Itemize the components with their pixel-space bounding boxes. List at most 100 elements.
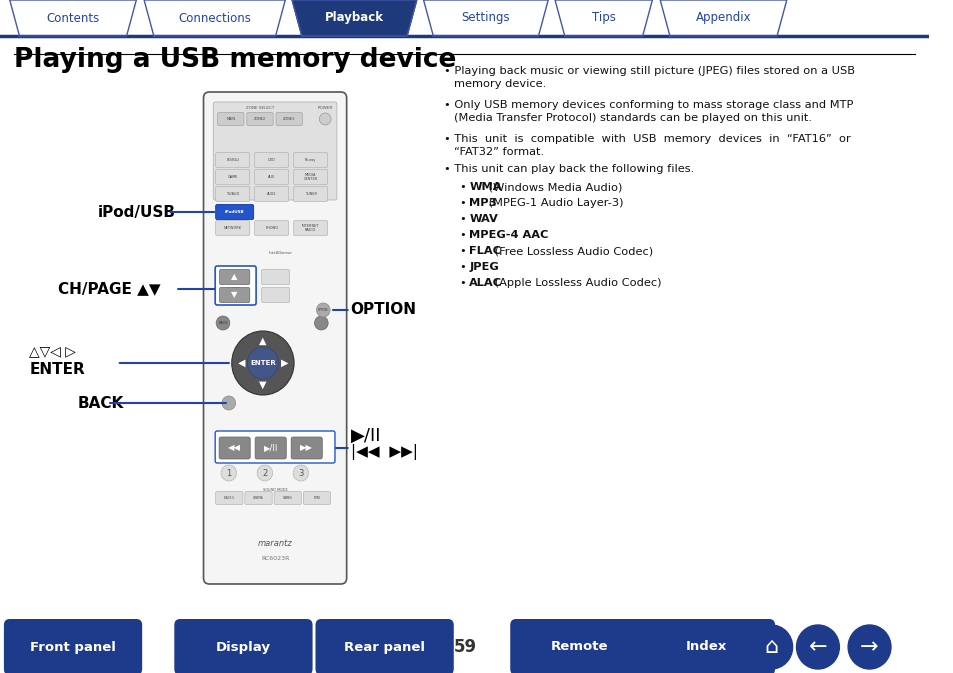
Text: memory device.: memory device. <box>454 79 545 89</box>
Text: •: • <box>459 230 470 240</box>
FancyBboxPatch shape <box>219 269 250 285</box>
Text: Remote: Remote <box>550 641 607 653</box>
Circle shape <box>216 316 230 330</box>
Text: ENTER: ENTER <box>30 361 85 376</box>
FancyBboxPatch shape <box>215 266 255 305</box>
Text: MEDIA
CENTER: MEDIA CENTER <box>303 173 317 181</box>
Text: ▶: ▶ <box>280 358 288 368</box>
Circle shape <box>247 347 278 379</box>
Text: Playing a USB memory device: Playing a USB memory device <box>13 47 456 73</box>
FancyBboxPatch shape <box>215 205 253 219</box>
Text: MP3: MP3 <box>469 198 497 208</box>
FancyBboxPatch shape <box>213 102 336 200</box>
Text: SOUND MODE: SOUND MODE <box>262 488 287 492</box>
Text: Playback: Playback <box>325 11 383 24</box>
Text: POWER: POWER <box>317 106 333 110</box>
Text: |◀◀  ▶▶|: |◀◀ ▶▶| <box>350 444 417 460</box>
Text: ▲: ▲ <box>232 273 237 281</box>
Circle shape <box>222 396 235 410</box>
Text: (Apple Lossless Audio Codec): (Apple Lossless Audio Codec) <box>490 278 660 288</box>
Text: 2: 2 <box>262 468 267 478</box>
Text: ▶/II: ▶/II <box>263 444 277 452</box>
Text: Connections: Connections <box>178 11 251 24</box>
FancyBboxPatch shape <box>274 491 301 505</box>
Text: ZONE SELECT: ZONE SELECT <box>246 106 274 110</box>
Text: ←: ← <box>808 637 826 657</box>
FancyBboxPatch shape <box>215 153 250 168</box>
Text: (Media Transfer Protocol) standards can be played on this unit.: (Media Transfer Protocol) standards can … <box>454 113 811 123</box>
Text: (MPEG-1 Audio Layer-3): (MPEG-1 Audio Layer-3) <box>485 198 623 208</box>
FancyBboxPatch shape <box>254 437 286 459</box>
Text: →: → <box>860 637 878 657</box>
Polygon shape <box>423 0 548 36</box>
Text: • Only USB memory devices conforming to mass storage class and MTP: • Only USB memory devices conforming to … <box>443 100 853 110</box>
Text: GAMES: GAMES <box>282 496 293 500</box>
Text: TUNER: TUNER <box>304 192 316 196</box>
Text: WAV: WAV <box>469 214 497 224</box>
Text: BACK: BACK <box>218 321 228 325</box>
FancyBboxPatch shape <box>510 619 648 673</box>
Text: • This  unit  is  compatible  with  USB  memory  devices  in  “FAT16”  or: • This unit is compatible with USB memor… <box>443 134 850 144</box>
Text: Contents: Contents <box>47 11 99 24</box>
Text: ▼: ▼ <box>232 291 237 299</box>
FancyBboxPatch shape <box>294 186 327 201</box>
Text: DVD: DVD <box>268 158 275 162</box>
Text: ◀: ◀ <box>237 358 245 368</box>
Text: CINEMA: CINEMA <box>253 496 264 500</box>
Text: Display: Display <box>215 641 271 653</box>
FancyBboxPatch shape <box>254 170 289 184</box>
Circle shape <box>232 331 294 395</box>
Text: “FAT32” format.: “FAT32” format. <box>454 147 543 157</box>
FancyBboxPatch shape <box>174 619 313 673</box>
Text: •: • <box>459 198 470 208</box>
Text: iPodUSB: iPodUSB <box>225 210 244 214</box>
Text: •: • <box>459 262 470 272</box>
Circle shape <box>319 113 331 125</box>
Text: INTERNET
RADIO: INTERNET RADIO <box>301 223 319 232</box>
Polygon shape <box>10 0 136 36</box>
Text: •: • <box>459 214 470 224</box>
FancyBboxPatch shape <box>215 170 250 184</box>
FancyBboxPatch shape <box>261 269 290 285</box>
Text: ▶/II: ▶/II <box>350 427 380 445</box>
FancyBboxPatch shape <box>215 221 250 236</box>
Text: Index: Index <box>684 641 726 653</box>
Text: TV/AUD: TV/AUD <box>226 192 239 196</box>
Text: OPTION: OPTION <box>350 302 416 318</box>
Text: •: • <box>459 278 470 288</box>
Text: MPEG-4 AAC: MPEG-4 AAC <box>469 230 548 240</box>
Text: PHONO: PHONO <box>265 226 278 230</box>
FancyBboxPatch shape <box>303 491 331 505</box>
FancyBboxPatch shape <box>294 153 327 168</box>
Text: ◀◀: ◀◀ <box>228 444 241 452</box>
FancyBboxPatch shape <box>261 287 290 302</box>
FancyBboxPatch shape <box>247 112 273 125</box>
Polygon shape <box>659 0 786 36</box>
Polygon shape <box>555 0 652 36</box>
FancyBboxPatch shape <box>315 619 454 673</box>
Circle shape <box>749 625 792 669</box>
Text: ZONE3: ZONE3 <box>283 117 295 121</box>
Text: •: • <box>459 246 470 256</box>
Circle shape <box>256 465 273 481</box>
FancyBboxPatch shape <box>294 170 327 184</box>
Polygon shape <box>144 0 285 36</box>
Text: Settings: Settings <box>461 11 510 24</box>
Text: GAME: GAME <box>228 175 237 179</box>
Text: MAIN: MAIN <box>226 117 235 121</box>
Text: PURE: PURE <box>313 496 320 500</box>
Circle shape <box>293 465 309 481</box>
Circle shape <box>847 625 890 669</box>
Text: CH/PAGE ▲▼: CH/PAGE ▲▼ <box>58 281 161 297</box>
Circle shape <box>314 316 328 330</box>
Text: FLAC: FLAC <box>469 246 501 256</box>
Text: AUX2: AUX2 <box>267 192 276 196</box>
FancyBboxPatch shape <box>215 491 243 505</box>
Text: OPTION: OPTION <box>317 308 328 312</box>
FancyBboxPatch shape <box>215 431 335 463</box>
Text: ⌂: ⌂ <box>763 637 778 657</box>
Text: NETWORK: NETWORK <box>223 226 241 230</box>
FancyBboxPatch shape <box>4 619 142 673</box>
FancyBboxPatch shape <box>203 92 346 584</box>
FancyBboxPatch shape <box>254 221 289 236</box>
